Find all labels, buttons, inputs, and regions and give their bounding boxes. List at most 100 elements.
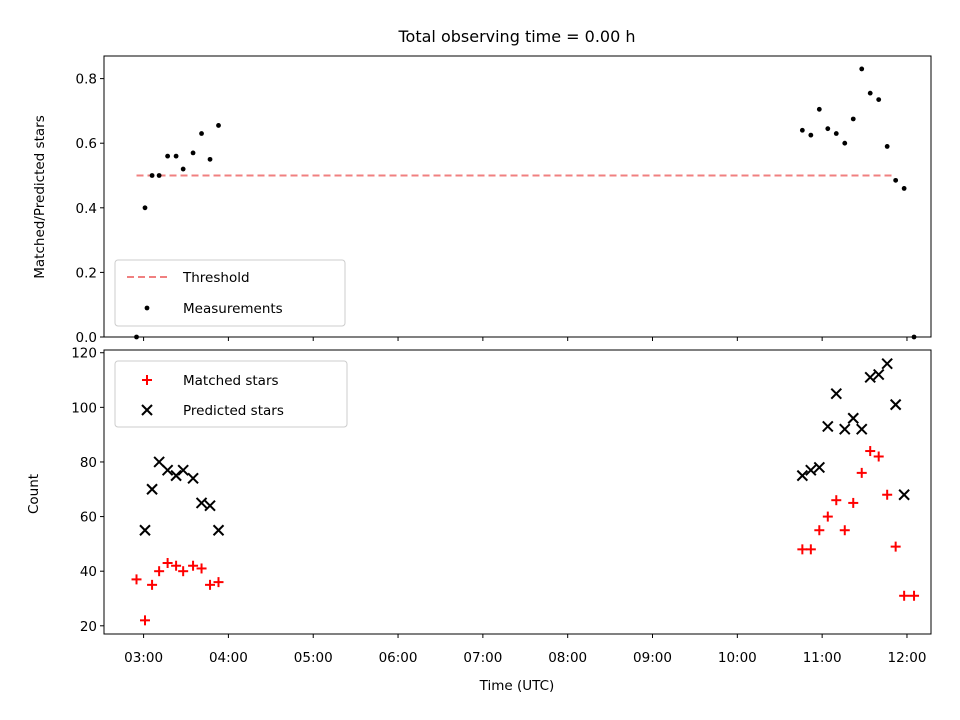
bottom-ytick-label: 60 xyxy=(80,510,97,526)
top-ytick-label: 0.4 xyxy=(76,201,97,217)
bottom-xlabel: Time (UTC) xyxy=(479,678,555,694)
top-ylabel: Matched/Predicted stars xyxy=(32,115,48,278)
predicted-stars-point xyxy=(830,387,842,400)
predicted-stars-point xyxy=(881,357,893,370)
bottom-marks xyxy=(131,357,920,626)
measurements-point xyxy=(799,127,805,133)
predicted-stars-point xyxy=(889,398,902,411)
predicted-stars-point xyxy=(898,489,910,501)
matched-stars-point xyxy=(188,560,199,571)
matched-stars-point xyxy=(890,541,901,552)
measurements-point xyxy=(216,123,221,128)
measurements-point xyxy=(842,140,848,146)
top-legend: Threshold Measurements xyxy=(114,259,346,327)
legend-measurements-label: Measurements xyxy=(183,301,283,317)
predicted-stars-point xyxy=(822,420,834,433)
matched-stars-point xyxy=(831,495,842,506)
bottom-ytick-label: 20 xyxy=(80,619,97,635)
predicted-stars-point xyxy=(847,412,859,424)
matched-stars-point xyxy=(856,467,867,478)
predicted-stars-point xyxy=(146,483,158,495)
x-tick-label: 05:00 xyxy=(294,650,333,666)
matched-stars-point xyxy=(814,525,825,536)
predicted-stars-point xyxy=(177,464,189,476)
matched-stars-point xyxy=(865,446,876,457)
measurements-point xyxy=(165,153,171,159)
matched-stars-point xyxy=(805,544,816,555)
matched-stars-point xyxy=(909,590,920,601)
top-axes-frame xyxy=(103,55,932,338)
matched-stars-point xyxy=(131,574,142,585)
top-ytick-label: 0.2 xyxy=(76,265,97,281)
measurements-point xyxy=(816,106,822,112)
predicted-stars-point xyxy=(864,371,876,384)
x-tick-label: 06:00 xyxy=(379,650,418,666)
predicted-stars-point xyxy=(856,423,868,435)
top-legend-box xyxy=(114,259,346,327)
x-tick-label: 08:00 xyxy=(548,650,587,666)
bottom-ylabel: Count xyxy=(26,474,42,514)
predicted-stars-point xyxy=(170,469,182,482)
measurements-point xyxy=(134,334,139,340)
top-panel: 0.0 0.2 0.4 0.6 0.8 Threshold Measurements xyxy=(76,55,932,346)
legend-predicted-label: Predicted stars xyxy=(183,403,284,419)
matched-stars-point xyxy=(205,579,216,590)
predicted-stars-point xyxy=(187,472,199,485)
measurements-point xyxy=(850,116,856,122)
measurements-point xyxy=(173,153,179,159)
bottom-ytick-label: 100 xyxy=(71,400,97,416)
measurements-point xyxy=(867,90,873,96)
x-tick-label: 09:00 xyxy=(633,650,672,666)
predicted-stars-point xyxy=(195,497,208,509)
legend-measurements-swatch xyxy=(144,305,150,311)
bottom-ytick-label: 80 xyxy=(80,455,97,471)
matched-stars-point xyxy=(797,544,808,555)
measurements-point xyxy=(190,150,196,156)
top-ytick-label: 0.8 xyxy=(76,72,97,88)
predicted-stars-point xyxy=(872,368,885,381)
matched-stars-point xyxy=(848,497,859,508)
matched-stars-point xyxy=(171,560,182,571)
matched-stars-point xyxy=(139,615,150,626)
bottom-axes-frame xyxy=(103,349,932,635)
measurements-point xyxy=(901,186,907,191)
predicted-stars-point xyxy=(139,524,151,536)
chart-title: Total observing time = 0.00 h xyxy=(397,27,635,46)
measurements-point xyxy=(156,173,162,178)
matched-stars-point xyxy=(213,577,224,588)
x-tick-label: 07:00 xyxy=(463,650,502,666)
top-ytick-label: 0.6 xyxy=(76,136,97,152)
legend-matched-swatch xyxy=(142,375,152,385)
matched-stars-point xyxy=(154,566,165,577)
predicted-stars-point xyxy=(839,423,851,435)
matched-stars-point xyxy=(882,489,893,500)
measurements-point xyxy=(142,205,148,211)
legend-matched-label: Matched stars xyxy=(183,373,279,389)
measurements-point xyxy=(808,132,814,138)
x-tick-label: 12:00 xyxy=(888,650,927,666)
matched-stars-point xyxy=(147,579,158,590)
measurements-point xyxy=(911,334,917,340)
matched-stars-point xyxy=(162,558,173,568)
matched-stars-point xyxy=(196,563,207,574)
measurements-point xyxy=(825,126,831,132)
matched-stars-point xyxy=(839,525,850,536)
x-tick-label: 10:00 xyxy=(718,650,757,666)
bottom-ytick-label: 120 xyxy=(71,346,97,362)
matched-stars-point xyxy=(178,566,189,577)
x-tick-label: 11:00 xyxy=(803,650,842,666)
measurements-point xyxy=(833,131,839,136)
matched-stars-point xyxy=(822,511,833,522)
top-ytick-label: 0.0 xyxy=(76,330,97,346)
x-tick-label: 03:00 xyxy=(124,650,163,666)
bottom-ytick-label: 40 xyxy=(80,564,97,580)
measurements-point xyxy=(199,131,204,136)
legend-predicted-swatch xyxy=(141,404,153,416)
predicted-stars-point xyxy=(204,499,216,512)
top-marks xyxy=(134,66,917,340)
bottom-legend: Matched stars Predicted stars xyxy=(114,360,348,428)
predicted-stars-point xyxy=(212,524,225,536)
bottom-legend-box xyxy=(114,360,348,428)
legend-threshold-label: Threshold xyxy=(182,270,250,286)
